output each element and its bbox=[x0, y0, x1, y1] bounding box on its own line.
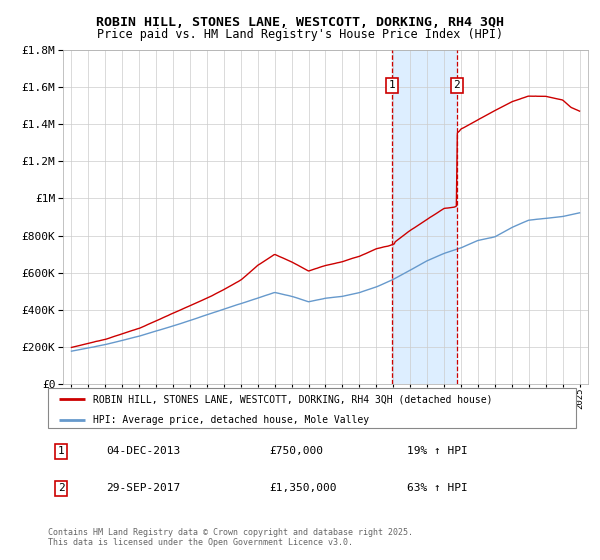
Text: ROBIN HILL, STONES LANE, WESTCOTT, DORKING, RH4 3QH (detached house): ROBIN HILL, STONES LANE, WESTCOTT, DORKI… bbox=[93, 394, 493, 404]
Text: ROBIN HILL, STONES LANE, WESTCOTT, DORKING, RH4 3QH: ROBIN HILL, STONES LANE, WESTCOTT, DORKI… bbox=[96, 16, 504, 29]
Text: This data is licensed under the Open Government Licence v3.0.: This data is licensed under the Open Gov… bbox=[48, 538, 353, 547]
Text: £750,000: £750,000 bbox=[270, 446, 324, 456]
Text: 04-DEC-2013: 04-DEC-2013 bbox=[106, 446, 181, 456]
Text: 2: 2 bbox=[454, 81, 460, 90]
Text: 2: 2 bbox=[58, 483, 65, 493]
Text: 1: 1 bbox=[389, 81, 395, 90]
Bar bbox=[392, 50, 457, 384]
Text: Contains HM Land Registry data © Crown copyright and database right 2025.: Contains HM Land Registry data © Crown c… bbox=[48, 528, 413, 536]
Text: 1: 1 bbox=[58, 446, 65, 456]
Text: HPI: Average price, detached house, Mole Valley: HPI: Average price, detached house, Mole… bbox=[93, 414, 369, 424]
FancyBboxPatch shape bbox=[48, 388, 576, 428]
Text: £1,350,000: £1,350,000 bbox=[270, 483, 337, 493]
Text: 29-SEP-2017: 29-SEP-2017 bbox=[106, 483, 181, 493]
Text: 63% ↑ HPI: 63% ↑ HPI bbox=[407, 483, 468, 493]
Text: Price paid vs. HM Land Registry's House Price Index (HPI): Price paid vs. HM Land Registry's House … bbox=[97, 28, 503, 41]
Text: 19% ↑ HPI: 19% ↑ HPI bbox=[407, 446, 468, 456]
